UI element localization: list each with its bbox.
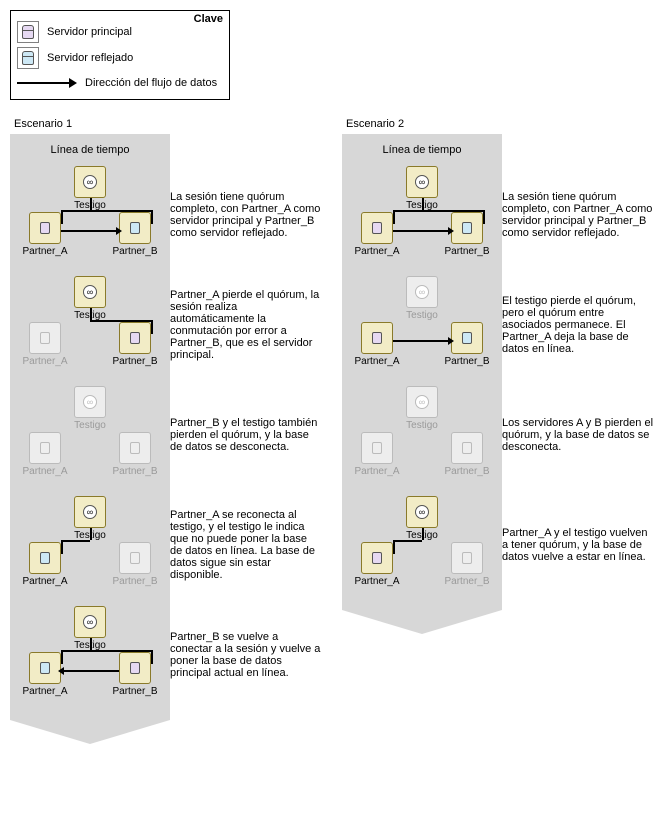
scenario-row: Línea de tiempo ∞Testigo Partner_A Partner_… bbox=[10, 134, 322, 744]
legend-principal-label: Servidor principal bbox=[47, 26, 132, 38]
step-caption: Los servidores A y B pierden el quórum, … bbox=[502, 380, 654, 490]
partner-server-icon: Partner_B bbox=[112, 542, 158, 587]
witness-server-icon: ∞Testigo bbox=[399, 276, 445, 321]
step-diagram: ∞Testigo Partner_A Partner_B bbox=[16, 384, 164, 484]
scenario-column: Escenario 1 Línea de tiempo ∞Testigo Partne… bbox=[10, 114, 322, 744]
partner-server-icon: Partner_A bbox=[22, 432, 68, 477]
step-caption: Partner_A pierde el quórum, la sesión re… bbox=[170, 270, 322, 380]
server-label: Partner_A bbox=[22, 246, 67, 257]
timeline-step: ∞TestigoPartner_APartner_B bbox=[16, 164, 164, 264]
server-label: Partner_B bbox=[444, 356, 489, 367]
timeline-step: ∞TestigoPartner_APartner_B bbox=[16, 494, 164, 594]
legend-flow-label: Dirección del flujo de datos bbox=[85, 77, 217, 89]
server-label: Partner_A bbox=[354, 576, 399, 587]
timeline-arrow: Línea de tiempo ∞Testigo Partner_A Partner_… bbox=[342, 134, 502, 634]
step-caption: La sesión tiene quórum completo, con Par… bbox=[170, 160, 322, 270]
timeline-step: ∞TestigoPartner_APartner_B bbox=[348, 494, 496, 594]
legend-title: Clave bbox=[194, 13, 223, 25]
timeline-step: ∞TestigoPartner_APartner_B bbox=[16, 604, 164, 704]
step-diagram: ∞Testigo Partner_A Partner_B bbox=[348, 384, 496, 484]
partner-server-icon: Partner_A bbox=[354, 322, 400, 367]
timeline-step: ∞Testigo Partner_A Partner_B bbox=[348, 274, 496, 374]
step-caption: El testigo pierde el quórum, pero el quó… bbox=[502, 270, 654, 380]
server-label: Partner_A bbox=[22, 466, 67, 477]
step-diagram: ∞TestigoPartner_APartner_B bbox=[16, 604, 164, 704]
scenario-row: Línea de tiempo ∞Testigo Partner_A Partner_… bbox=[342, 134, 654, 634]
timeline-step: ∞Testigo Partner_A Partner_B bbox=[348, 384, 496, 484]
partner-server-icon: Partner_B bbox=[444, 432, 490, 477]
timeline-label: Línea de tiempo bbox=[16, 140, 164, 164]
server-label: Partner_B bbox=[112, 356, 157, 367]
scenario-title: Escenario 1 bbox=[14, 118, 322, 130]
server-label: Partner_B bbox=[112, 466, 157, 477]
step-diagram: ∞TestigoPartner_APartner_B bbox=[16, 164, 164, 264]
step-diagram: ∞TestigoPartner_APartner_B bbox=[348, 494, 496, 594]
timeline-step: ∞Testigo Partner_A Partner_B bbox=[16, 384, 164, 484]
mirror-db-icon bbox=[17, 47, 39, 69]
flow-arrow-icon bbox=[17, 78, 77, 88]
server-label: Partner_B bbox=[112, 246, 157, 257]
witness-server-icon: ∞Testigo bbox=[67, 386, 113, 431]
server-label: Partner_A bbox=[22, 356, 67, 367]
legend-row-mirror: Servidor reflejado bbox=[17, 47, 221, 69]
captions-column: La sesión tiene quórum completo, con Par… bbox=[170, 160, 322, 744]
legend-row-flow: Dirección del flujo de datos bbox=[17, 77, 221, 89]
server-label: Testigo bbox=[74, 420, 106, 431]
server-label: Partner_B bbox=[444, 246, 489, 257]
timeline-label: Línea de tiempo bbox=[348, 140, 496, 164]
timeline-arrow: Línea de tiempo ∞Testigo Partner_A Partner_… bbox=[10, 134, 170, 744]
partner-server-icon: Partner_A bbox=[22, 322, 68, 367]
step-caption: Partner_A y el testigo vuelven a tener q… bbox=[502, 490, 654, 600]
legend-box: Clave Servidor principal Servidor reflej… bbox=[10, 10, 230, 100]
server-label: Partner_A bbox=[22, 576, 67, 587]
server-label: Partner_A bbox=[354, 466, 399, 477]
step-caption: La sesión tiene quórum completo, con Par… bbox=[502, 160, 654, 270]
scenario-column: Escenario 2 Línea de tiempo ∞Testigo Partne… bbox=[342, 114, 654, 744]
step-diagram: ∞Testigo Partner_A Partner_B bbox=[348, 274, 496, 374]
server-label: Partner_A bbox=[22, 686, 67, 697]
principal-db-icon bbox=[17, 21, 39, 43]
server-label: Partner_A bbox=[354, 356, 399, 367]
partner-server-icon: Partner_B bbox=[112, 432, 158, 477]
step-diagram: ∞TestigoPartner_APartner_B bbox=[348, 164, 496, 264]
step-caption: Partner_A se reconecta al testigo, y el … bbox=[170, 490, 322, 600]
step-caption: Partner_B y el testigo también pierden e… bbox=[170, 380, 322, 490]
server-label: Partner_A bbox=[354, 246, 399, 257]
scenario-title: Escenario 2 bbox=[346, 118, 654, 130]
timeline-step: ∞TestigoPartner_APartner_B bbox=[16, 274, 164, 374]
server-label: Partner_B bbox=[444, 576, 489, 587]
step-caption: Partner_B se vuelve a conectar a la sesi… bbox=[170, 600, 322, 710]
legend-row-principal: Servidor principal bbox=[17, 21, 221, 43]
step-diagram: ∞TestigoPartner_APartner_B bbox=[16, 274, 164, 374]
legend-mirror-label: Servidor reflejado bbox=[47, 52, 133, 64]
partner-server-icon: Partner_A bbox=[354, 432, 400, 477]
captions-column: La sesión tiene quórum completo, con Par… bbox=[502, 160, 654, 634]
server-label: Testigo bbox=[406, 310, 438, 321]
step-diagram: ∞TestigoPartner_APartner_B bbox=[16, 494, 164, 594]
server-label: Partner_B bbox=[112, 686, 157, 697]
server-label: Partner_B bbox=[112, 576, 157, 587]
partner-server-icon: Partner_B bbox=[444, 542, 490, 587]
server-label: Partner_B bbox=[444, 466, 489, 477]
witness-server-icon: ∞Testigo bbox=[399, 386, 445, 431]
server-label: Testigo bbox=[406, 420, 438, 431]
scenarios-container: Escenario 1 Línea de tiempo ∞Testigo Partne… bbox=[10, 114, 655, 744]
timeline-step: ∞TestigoPartner_APartner_B bbox=[348, 164, 496, 264]
